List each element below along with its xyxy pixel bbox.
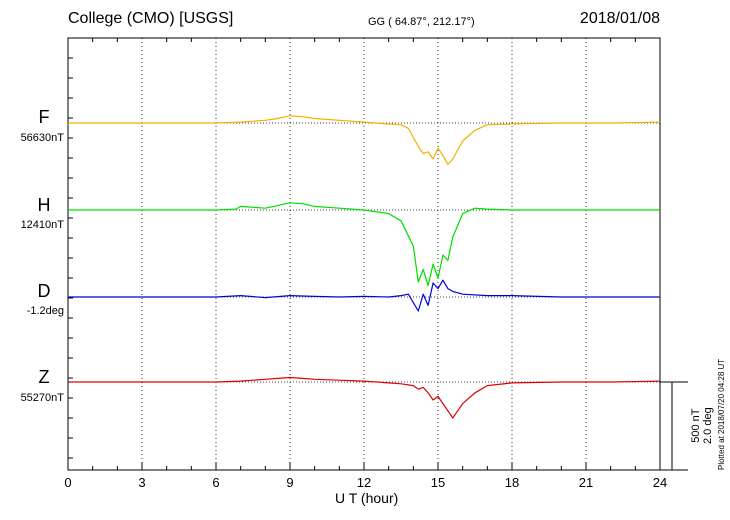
plotted-timestamp: Plotted at 2018/07/20 04:28 UT <box>717 358 726 470</box>
chart-date: 2018/01/08 <box>579 10 660 27</box>
scale-nt: 500 nT <box>690 408 702 443</box>
scale-bar-label: 500 nT 2.0 deg <box>690 407 714 444</box>
series-h-trace <box>68 202 660 287</box>
series-z-trace <box>68 376 661 419</box>
x-tick-label: 15 <box>431 475 445 490</box>
station-title: College (CMO) [USGS] <box>68 10 234 27</box>
x-axis-label: U T (hour) <box>335 490 399 506</box>
x-tick-label: 21 <box>579 475 593 490</box>
channel-h-label: H <box>37 195 51 215</box>
x-tick-label: 6 <box>212 475 219 490</box>
x-tick-label: 9 <box>286 475 293 490</box>
channel-d-label: D <box>37 281 51 301</box>
scale-deg: 2.0 deg <box>702 407 714 444</box>
channel-z-label: Z <box>38 367 50 387</box>
channel-z-baseline: 55270nT <box>20 392 64 404</box>
channel-f-baseline: 56630nT <box>20 132 64 144</box>
channel-d-baseline: -1.2deg <box>26 305 64 317</box>
channel-h-baseline: 12410nT <box>20 219 64 231</box>
x-tick-label: 12 <box>357 475 371 490</box>
x-tick-label: 3 <box>138 475 145 490</box>
x-tick-label: 18 <box>505 475 519 490</box>
geographic-coordinates: GG ( 64.87°, 212.17°) <box>368 16 475 28</box>
channel-f-label: F <box>38 107 50 127</box>
series-f-trace <box>68 115 661 165</box>
series-d-trace <box>68 279 660 312</box>
x-tick-label: 24 <box>653 475 667 490</box>
x-tick-label: 0 <box>64 475 71 490</box>
